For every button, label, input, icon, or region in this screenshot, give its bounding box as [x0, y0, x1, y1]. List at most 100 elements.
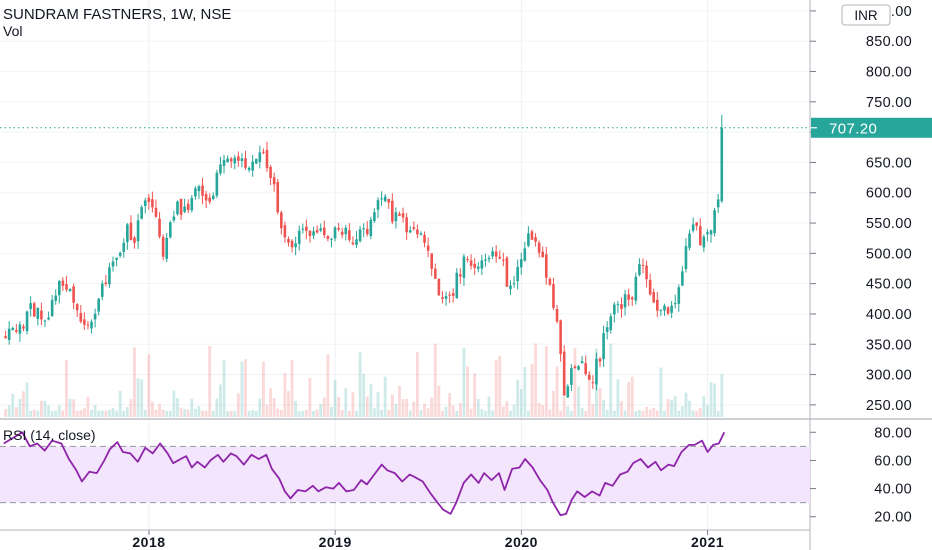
currency-label[interactable]: INR: [854, 8, 878, 23]
candle-body: [365, 228, 369, 235]
volume-bar: [125, 407, 129, 417]
volume-bar: [412, 401, 416, 417]
volume-bar: [326, 354, 330, 417]
candle-body: [698, 226, 702, 246]
candle-body: [580, 361, 584, 364]
candle-body: [75, 304, 79, 311]
volume-bar: [602, 400, 605, 417]
volume-bar: [347, 410, 351, 417]
volume-bar: [118, 390, 122, 417]
candle-body: [169, 222, 172, 238]
candle-body: [104, 282, 108, 285]
volume-bar: [591, 404, 595, 417]
volume-bar: [430, 397, 434, 417]
volume-bar: [14, 407, 18, 417]
volume-bar: [147, 354, 151, 417]
candle-body: [677, 287, 681, 304]
volume-bar: [684, 392, 688, 417]
volume-bar: [390, 394, 394, 417]
volume-bar: [186, 409, 190, 417]
volume-bar: [706, 405, 709, 417]
candle-body: [448, 294, 451, 296]
candle-body: [179, 198, 183, 215]
candle-body: [226, 158, 229, 163]
volume-bar: [122, 410, 126, 417]
candle-body: [487, 257, 491, 260]
volume-bar: [72, 399, 76, 417]
candle-body: [229, 158, 233, 162]
currency-button-frame[interactable]: [841, 4, 891, 26]
volume-bar: [301, 410, 305, 417]
candle-body: [258, 152, 262, 162]
volume-bar: [441, 410, 444, 417]
volume-bar: [587, 372, 591, 417]
candle-body: [584, 363, 587, 375]
volume-bar: [573, 348, 577, 417]
volume-bar: [648, 409, 652, 417]
volume-bar: [630, 376, 634, 417]
candle-body: [219, 164, 222, 174]
volume-bar: [458, 403, 462, 417]
volume-bar: [265, 404, 269, 417]
candle-body: [616, 304, 620, 306]
candle-body: [552, 284, 555, 308]
volume-bar: [219, 384, 222, 417]
candle-body: [50, 299, 54, 317]
volume-bar: [645, 406, 648, 417]
volume-bar: [211, 410, 215, 417]
volume-bar: [54, 410, 58, 417]
candle-body: [143, 200, 147, 206]
candle-body: [247, 167, 251, 171]
candle-body: [645, 265, 648, 280]
candle-body: [419, 233, 423, 235]
volume-bar: [530, 363, 534, 417]
candle-body: [40, 310, 43, 320]
volume-bar: [161, 409, 165, 417]
volume-bar: [22, 391, 25, 417]
candle-body: [530, 231, 534, 240]
candle-body: [29, 303, 32, 310]
candle-body: [688, 233, 691, 248]
volume-bar: [244, 359, 247, 417]
currency-button[interactable]: INR: [841, 4, 891, 26]
volume-bar: [204, 410, 208, 417]
last-price-value: 707.20: [829, 120, 877, 137]
volume-bar: [283, 372, 287, 417]
volume-bar: [673, 396, 677, 417]
volume-bar: [498, 355, 502, 417]
chart-title: SUNDRAM FASTNERS, 1W, NSE: [3, 6, 231, 23]
volume-bar: [580, 407, 584, 417]
candle-body: [118, 252, 122, 256]
candle-body: [254, 159, 258, 164]
candle-body: [301, 228, 305, 230]
candle-body: [22, 326, 25, 329]
volume-bar: [165, 410, 169, 417]
rsi-tick-label: 80.00: [874, 425, 912, 441]
candle-body: [451, 293, 455, 296]
candle-body: [598, 358, 602, 362]
candle-body: [86, 324, 90, 326]
volume-bar: [484, 410, 487, 417]
candle-body: [355, 239, 358, 246]
volume-bar: [659, 367, 663, 417]
volume-bar: [297, 410, 301, 417]
candle-body: [93, 313, 97, 320]
volume-bar: [93, 404, 97, 417]
candle-body: [630, 297, 634, 300]
volume-bar: [100, 410, 104, 417]
volume-bar: [236, 393, 240, 417]
volume-bar: [11, 393, 15, 417]
candle-body: [358, 229, 362, 242]
candle-body: [7, 328, 11, 341]
candle-body: [61, 280, 65, 286]
volume-bar: [544, 346, 548, 417]
volume-bar: [79, 410, 83, 417]
volume-bar: [383, 376, 387, 417]
candle-body: [319, 228, 323, 231]
candle-body: [523, 248, 527, 261]
candle-body: [380, 198, 383, 200]
volume-bar: [641, 410, 645, 417]
candle-body: [18, 324, 22, 334]
candle-body: [537, 242, 541, 253]
candle-body: [57, 280, 61, 296]
